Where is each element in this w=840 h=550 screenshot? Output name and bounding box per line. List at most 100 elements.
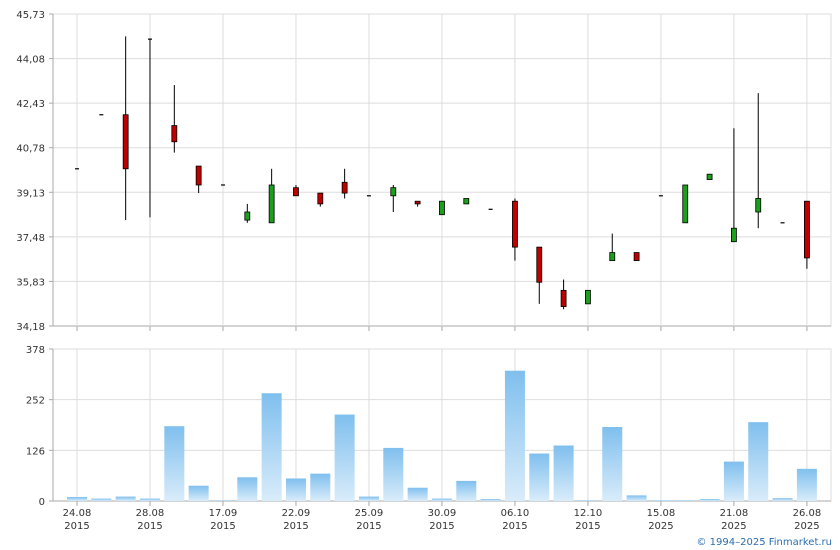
candle [609, 233, 616, 262]
volume-bar [602, 427, 623, 501]
candle-body [585, 289, 591, 305]
volume-bar [796, 468, 817, 501]
volume-bar [748, 422, 769, 501]
volume-bar [456, 480, 477, 501]
price-tick-label: 37,48 [16, 233, 45, 244]
candle-body [633, 252, 640, 262]
candle-body [463, 198, 470, 205]
copyright-credit[interactable]: © 1994–2025 Finmarket.ru [696, 537, 832, 548]
candle [122, 36, 129, 221]
candle [560, 279, 567, 310]
price-tick-label: 42,43 [16, 99, 45, 110]
x-label-date: 30.09 [428, 508, 457, 519]
candle [585, 289, 591, 305]
price-tick-label: 40,78 [16, 144, 45, 155]
volume-bar [139, 498, 160, 501]
candle-body [609, 252, 616, 262]
candle-body [755, 198, 762, 213]
volume-bar [431, 498, 452, 501]
price-tick-label: 35,83 [16, 277, 45, 288]
candle-body [195, 165, 202, 186]
x-label-year: 2025 [721, 521, 746, 532]
x-label-year: 2025 [648, 521, 673, 532]
candle [731, 128, 737, 243]
candle [414, 200, 421, 207]
volume-bar [626, 495, 647, 501]
x-label-year: 2015 [575, 521, 600, 532]
x-label-year: 2015 [356, 521, 381, 532]
x-label-year: 2015 [429, 521, 454, 532]
candle [682, 184, 689, 224]
candle [293, 184, 299, 197]
candle-body [414, 200, 421, 205]
price-tick-label: 34,18 [16, 322, 45, 333]
volume-bar [164, 426, 185, 501]
x-label-date: 22.09 [282, 508, 311, 519]
candle [268, 168, 275, 224]
candle-body [317, 192, 324, 205]
candle [463, 198, 470, 205]
x-label-year: 2015 [64, 521, 89, 532]
x-label-date: 24.08 [63, 508, 92, 519]
candle-body [731, 227, 737, 243]
x-label-date: 12.10 [574, 508, 603, 519]
volume-bar [480, 498, 501, 501]
candle-body [244, 211, 251, 221]
volume-bar [188, 485, 209, 501]
x-label-year: 2025 [794, 521, 819, 532]
candle [147, 38, 152, 218]
x-label-date: 26.08 [793, 508, 822, 519]
candle-body [293, 187, 299, 197]
x-axis-labels: 24.08 2015 28.08 2015 17.09 2015 22.09 2015 25.0… [63, 508, 822, 532]
candle-body [171, 125, 178, 143]
price-tick-label: 44,08 [16, 55, 45, 66]
candle [341, 168, 348, 199]
candle [706, 173, 713, 180]
volume-bar [407, 487, 428, 501]
candle-body [804, 200, 810, 259]
candle-body [390, 187, 397, 197]
price-tick-label: 39,13 [16, 188, 45, 199]
candle [244, 203, 251, 223]
x-label-date: 17.09 [209, 508, 238, 519]
candle [804, 200, 810, 269]
volume-bars [67, 370, 817, 501]
volume-bar [67, 496, 87, 501]
candle-body [268, 184, 275, 224]
volume-bar [212, 500, 233, 501]
x-label-date: 28.08 [136, 508, 165, 519]
candle-body [706, 173, 713, 180]
x-label-year: 2015 [502, 521, 527, 532]
volume-bar [577, 500, 598, 501]
price-grid: 45,73 44,08 42,43 40,78 39,13 37,48 35,83 34,18 [16, 10, 832, 333]
candle-body [439, 200, 445, 216]
volume-bar [504, 370, 525, 501]
x-label-date: 06.10 [501, 508, 530, 519]
candle [512, 198, 518, 261]
volume-bar [772, 498, 793, 501]
volume-bar [553, 445, 574, 501]
volume-grid: 378 252 126 0 [26, 345, 832, 508]
candles [75, 36, 810, 310]
candle [317, 192, 324, 207]
candle-body [682, 184, 689, 224]
candle [536, 246, 543, 304]
price-tick-label: 45,73 [16, 10, 45, 21]
volume-bar [237, 477, 258, 501]
volume-bar [358, 496, 379, 501]
candle-body [341, 181, 348, 194]
volume-bar [529, 453, 550, 501]
volume-bar [650, 500, 671, 501]
volume-bar [334, 414, 355, 501]
volume-bar [285, 478, 306, 501]
candle [439, 200, 445, 216]
candle [390, 184, 397, 213]
candle [755, 93, 762, 229]
volume-bar [675, 500, 696, 501]
volume-bar [310, 473, 331, 501]
candle-body [512, 200, 518, 248]
volume-bar [261, 393, 282, 501]
x-label-year: 2015 [283, 521, 308, 532]
volume-tick-label: 126 [26, 446, 45, 457]
candle [171, 85, 178, 153]
